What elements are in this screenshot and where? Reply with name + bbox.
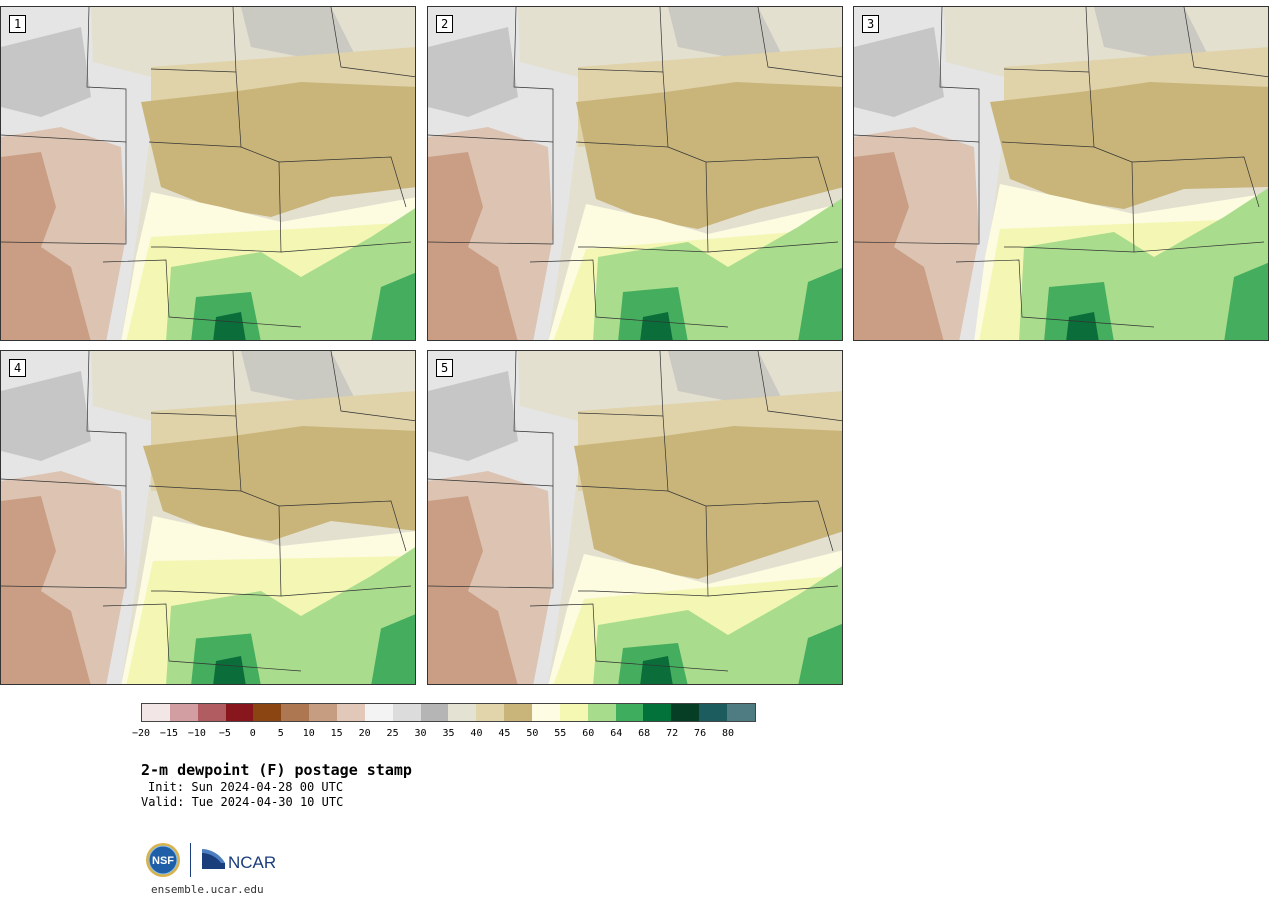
dewpoint-colorbar (141, 703, 756, 722)
colorbar-tick-label: 64 (610, 728, 623, 739)
colorbar-ticks: −20 −15 −10 −5 0 5 10 15 20 25 30 35 40 45 50 55 60 64 68 7… (132, 728, 756, 742)
member-label: 1 (9, 15, 27, 33)
colorbar-tick-label: 20 (358, 728, 371, 739)
colorbar-tick-label: 25 (386, 728, 399, 739)
logo-group: NSF NCAR (144, 842, 275, 878)
colorbar-swatch (392, 704, 421, 721)
svg-text:NCAR: NCAR (228, 853, 275, 872)
colorbar-swatch (309, 704, 338, 721)
colorbar-swatch (253, 704, 282, 721)
member-label: 4 (9, 359, 27, 377)
dewpoint-map-2 (428, 7, 842, 340)
logo-separator (190, 843, 191, 877)
colorbar-swatch (532, 704, 560, 721)
colorbar-tick-label: 55 (554, 728, 567, 739)
valid-time: Valid: Tue 2024-04-30 10 UTC (141, 795, 344, 809)
colorbar-swatch (169, 704, 198, 721)
colorbar-tick-label: 0 (249, 728, 256, 739)
colorbar-tick-label: 68 (638, 728, 651, 739)
site-url: ensemble.ucar.edu (151, 883, 264, 896)
dewpoint-map-3 (854, 7, 1268, 340)
member-panel-2: 2 (427, 6, 843, 341)
colorbar-tick-label: 40 (470, 728, 483, 739)
colorbar-tick-label: 5 (277, 728, 284, 739)
member-panel-4: 4 (0, 350, 416, 685)
colorbar-tick-label: 15 (330, 728, 343, 739)
member-panel-1: 1 (0, 6, 416, 341)
dewpoint-map-1 (1, 7, 415, 340)
member-label: 5 (436, 359, 454, 377)
colorbar-swatch (420, 704, 449, 721)
colorbar-swatch (225, 704, 254, 721)
member-label: 2 (436, 15, 454, 33)
colorbar-swatch (559, 704, 588, 721)
figure-title: 2-m dewpoint (F) postage stamp (141, 761, 412, 779)
member-label: 3 (862, 15, 880, 33)
init-time: Init: Sun 2024-04-28 00 UTC (148, 780, 344, 794)
colorbar-tick-label: −10 (187, 728, 206, 739)
dewpoint-map-4 (1, 351, 415, 684)
colorbar-swatch (142, 704, 170, 721)
svg-text:NSF: NSF (152, 855, 174, 867)
colorbar-tick-label: 50 (526, 728, 539, 739)
colorbar-swatch (281, 704, 310, 721)
colorbar-tick-label: 30 (414, 728, 427, 739)
colorbar-swatch (699, 704, 728, 721)
member-panel-3: 3 (853, 6, 1269, 341)
colorbar-tick-label: 45 (498, 728, 511, 739)
colorbar-swatch (643, 704, 672, 721)
nsf-logo-icon: NSF (146, 843, 180, 877)
colorbar-tick-label: −20 (131, 728, 151, 739)
member-panel-5: 5 (427, 350, 843, 685)
colorbar-tick-label: 80 (722, 728, 735, 739)
colorbar-swatch (448, 704, 477, 721)
colorbar-tick-label: −15 (159, 728, 178, 739)
colorbar-tick-label: 72 (666, 728, 679, 739)
colorbar-swatch (671, 704, 700, 721)
colorbar-swatch (476, 704, 505, 721)
colorbar-swatch (727, 704, 755, 721)
colorbar-tick-label: 60 (582, 728, 595, 739)
colorbar-tick-label: 10 (302, 728, 315, 739)
colorbar-tick-label: 35 (442, 728, 455, 739)
colorbar-swatch (197, 704, 226, 721)
colorbar-swatch (615, 704, 644, 721)
colorbar-tick-label: −5 (218, 728, 231, 739)
colorbar-swatch (337, 704, 365, 721)
colorbar-swatch (364, 704, 393, 721)
dewpoint-map-5 (428, 351, 842, 684)
colorbar-swatch (587, 704, 616, 721)
colorbar-tick-label: 76 (694, 728, 707, 739)
colorbar-swatch (504, 704, 533, 721)
ncar-logo-icon: NCAR (202, 849, 275, 872)
